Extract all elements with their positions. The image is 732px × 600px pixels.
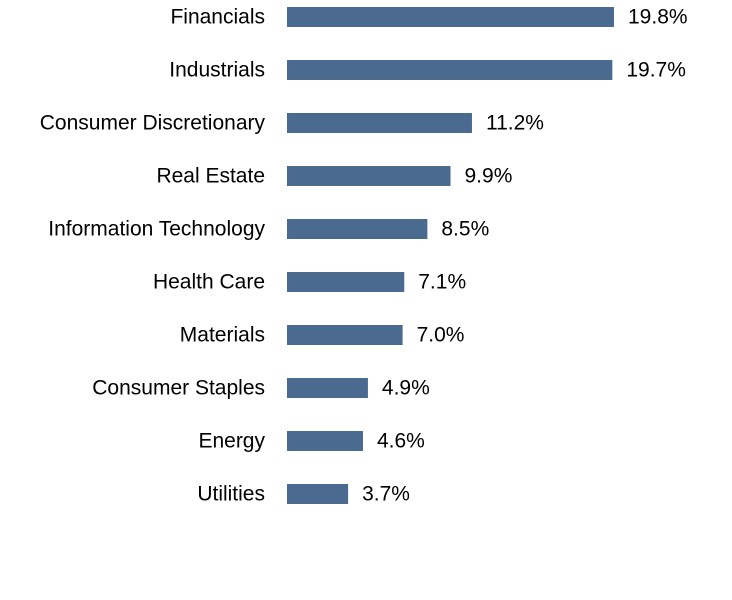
category-label: Industrials [169,59,265,82]
value-label: 8.5% [441,218,489,241]
bar [287,60,613,80]
bar [287,7,614,27]
bar [287,431,363,451]
value-label: 9.9% [465,165,513,188]
bar [287,272,405,292]
category-label: Utilities [197,483,265,506]
bar [287,166,451,186]
value-label: 3.7% [362,483,410,506]
category-label: Information Technology [48,218,265,241]
value-label: 11.2% [486,112,544,135]
category-label: Consumer Staples [92,377,265,400]
category-label: Real Estate [156,165,265,188]
category-label: Consumer Discretionary [40,112,266,135]
bar [287,325,403,345]
value-label: 7.0% [417,324,465,347]
bar [287,378,368,398]
bar [287,219,428,239]
value-label: 7.1% [418,271,466,294]
category-label: Health Care [153,271,265,294]
category-label: Financials [170,6,265,29]
bar [287,113,472,133]
value-label: 19.8% [628,6,688,29]
value-label: 4.6% [377,430,425,453]
value-label: 19.7% [626,59,686,82]
value-label: 4.9% [382,377,430,400]
category-label: Energy [198,430,265,453]
bar [287,484,349,504]
category-label: Materials [180,324,265,347]
